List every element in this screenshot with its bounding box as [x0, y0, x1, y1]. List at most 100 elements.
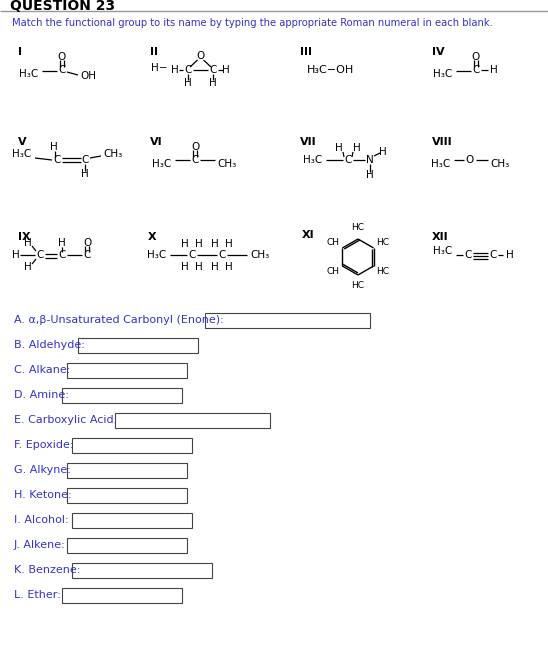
- Text: H₃C: H₃C: [302, 155, 322, 165]
- Text: VIII: VIII: [432, 137, 453, 147]
- Bar: [72, 438, 192, 452]
- Bar: [67, 362, 187, 377]
- Text: H: H: [490, 65, 498, 75]
- Bar: [62, 588, 182, 602]
- Text: H₃C: H₃C: [19, 69, 38, 79]
- Text: VI: VI: [150, 137, 163, 147]
- Text: Match the functional group to its name by typing the appropriate Roman numeral i: Match the functional group to its name b…: [12, 18, 493, 28]
- Text: A. α,β-Unsaturated Carbonyl (Enone):: A. α,β-Unsaturated Carbonyl (Enone):: [14, 315, 224, 325]
- Text: V: V: [18, 137, 27, 147]
- Text: H: H: [211, 239, 219, 249]
- Text: O: O: [472, 52, 480, 62]
- Text: H: H: [225, 262, 233, 272]
- Text: CH₃: CH₃: [217, 159, 236, 169]
- Text: L. Ether:: L. Ether:: [14, 590, 61, 600]
- Text: H: H: [209, 78, 217, 88]
- Text: H: H: [366, 170, 374, 180]
- Text: QUESTION 23: QUESTION 23: [10, 0, 115, 13]
- Text: E. Carboxylic Acid:: E. Carboxylic Acid:: [14, 415, 117, 425]
- Text: C: C: [472, 65, 480, 75]
- Text: H: H: [211, 262, 219, 272]
- Bar: [62, 387, 182, 403]
- Text: II: II: [150, 47, 158, 57]
- Bar: [67, 488, 187, 502]
- Text: C: C: [489, 250, 496, 260]
- Text: H: H: [181, 239, 189, 249]
- Text: C: C: [58, 65, 66, 75]
- Text: CH: CH: [327, 267, 339, 276]
- Text: H: H: [58, 238, 66, 248]
- Text: H: H: [335, 143, 343, 153]
- Text: C: C: [218, 250, 226, 260]
- Text: N: N: [366, 155, 374, 165]
- Text: H: H: [225, 239, 233, 249]
- Bar: [78, 338, 198, 352]
- Bar: [115, 413, 270, 427]
- Text: HC: HC: [376, 267, 390, 276]
- Text: IV: IV: [432, 47, 444, 57]
- Text: H: H: [379, 147, 387, 157]
- Text: K. Benzene:: K. Benzene:: [14, 565, 81, 575]
- Text: O: O: [58, 52, 66, 62]
- Text: D. Amine:: D. Amine:: [14, 390, 69, 400]
- Bar: [72, 563, 212, 578]
- Text: H: H: [353, 143, 361, 153]
- Text: F. Epoxide:: F. Epoxide:: [14, 440, 73, 450]
- Bar: [67, 537, 187, 553]
- Text: O: O: [191, 142, 199, 152]
- Text: H₃C: H₃C: [433, 246, 452, 256]
- Text: H: H: [171, 65, 179, 75]
- Text: H: H: [506, 250, 514, 260]
- Text: CH₃: CH₃: [490, 159, 509, 169]
- Text: H₃C: H₃C: [12, 149, 31, 159]
- Text: C: C: [81, 155, 89, 165]
- Text: C: C: [58, 250, 66, 260]
- Text: O: O: [83, 238, 91, 248]
- Text: H−: H−: [151, 63, 168, 73]
- Text: H: H: [24, 238, 32, 248]
- Text: H: H: [12, 250, 20, 260]
- Text: C. Alkane:: C. Alkane:: [14, 365, 70, 375]
- Bar: [205, 312, 370, 328]
- Text: H₃C: H₃C: [152, 159, 171, 169]
- Text: H: H: [222, 65, 230, 75]
- Bar: [72, 513, 192, 527]
- Text: H: H: [24, 262, 32, 272]
- Text: C: C: [344, 155, 352, 165]
- Text: C: C: [191, 155, 199, 165]
- Text: X: X: [148, 232, 157, 242]
- Text: IX: IX: [18, 232, 31, 242]
- Text: H. Ketone:: H. Ketone:: [14, 490, 72, 500]
- Text: B. Aldehyde:: B. Aldehyde:: [14, 340, 85, 350]
- Text: H₃C: H₃C: [147, 250, 166, 260]
- Text: OH: OH: [80, 71, 96, 81]
- Text: XII: XII: [432, 232, 449, 242]
- Text: CH: CH: [327, 238, 339, 247]
- Text: I. Alcohol:: I. Alcohol:: [14, 515, 68, 525]
- Text: C: C: [36, 250, 44, 260]
- Text: H: H: [81, 169, 89, 179]
- Text: J. Alkene:: J. Alkene:: [14, 540, 66, 550]
- Text: III: III: [300, 47, 312, 57]
- Text: HC: HC: [351, 281, 364, 291]
- Text: H: H: [50, 142, 58, 152]
- Text: HC: HC: [376, 238, 390, 247]
- Text: H: H: [195, 262, 203, 272]
- Text: H₃C−OH: H₃C−OH: [306, 65, 353, 75]
- Text: C: C: [83, 250, 90, 260]
- Bar: [67, 462, 187, 478]
- Text: H: H: [184, 78, 192, 88]
- Text: G. Alkyne:: G. Alkyne:: [14, 465, 71, 475]
- Text: C: C: [209, 65, 216, 75]
- Text: HC: HC: [351, 224, 364, 232]
- Text: C: C: [53, 155, 61, 165]
- Text: CH₃: CH₃: [103, 149, 122, 159]
- Text: C: C: [464, 250, 472, 260]
- Text: XI: XI: [302, 230, 315, 240]
- Text: C: C: [184, 65, 192, 75]
- Text: H: H: [195, 239, 203, 249]
- Text: O: O: [196, 51, 204, 61]
- Text: H₃C: H₃C: [431, 159, 450, 169]
- Text: H: H: [181, 262, 189, 272]
- Text: VII: VII: [300, 137, 317, 147]
